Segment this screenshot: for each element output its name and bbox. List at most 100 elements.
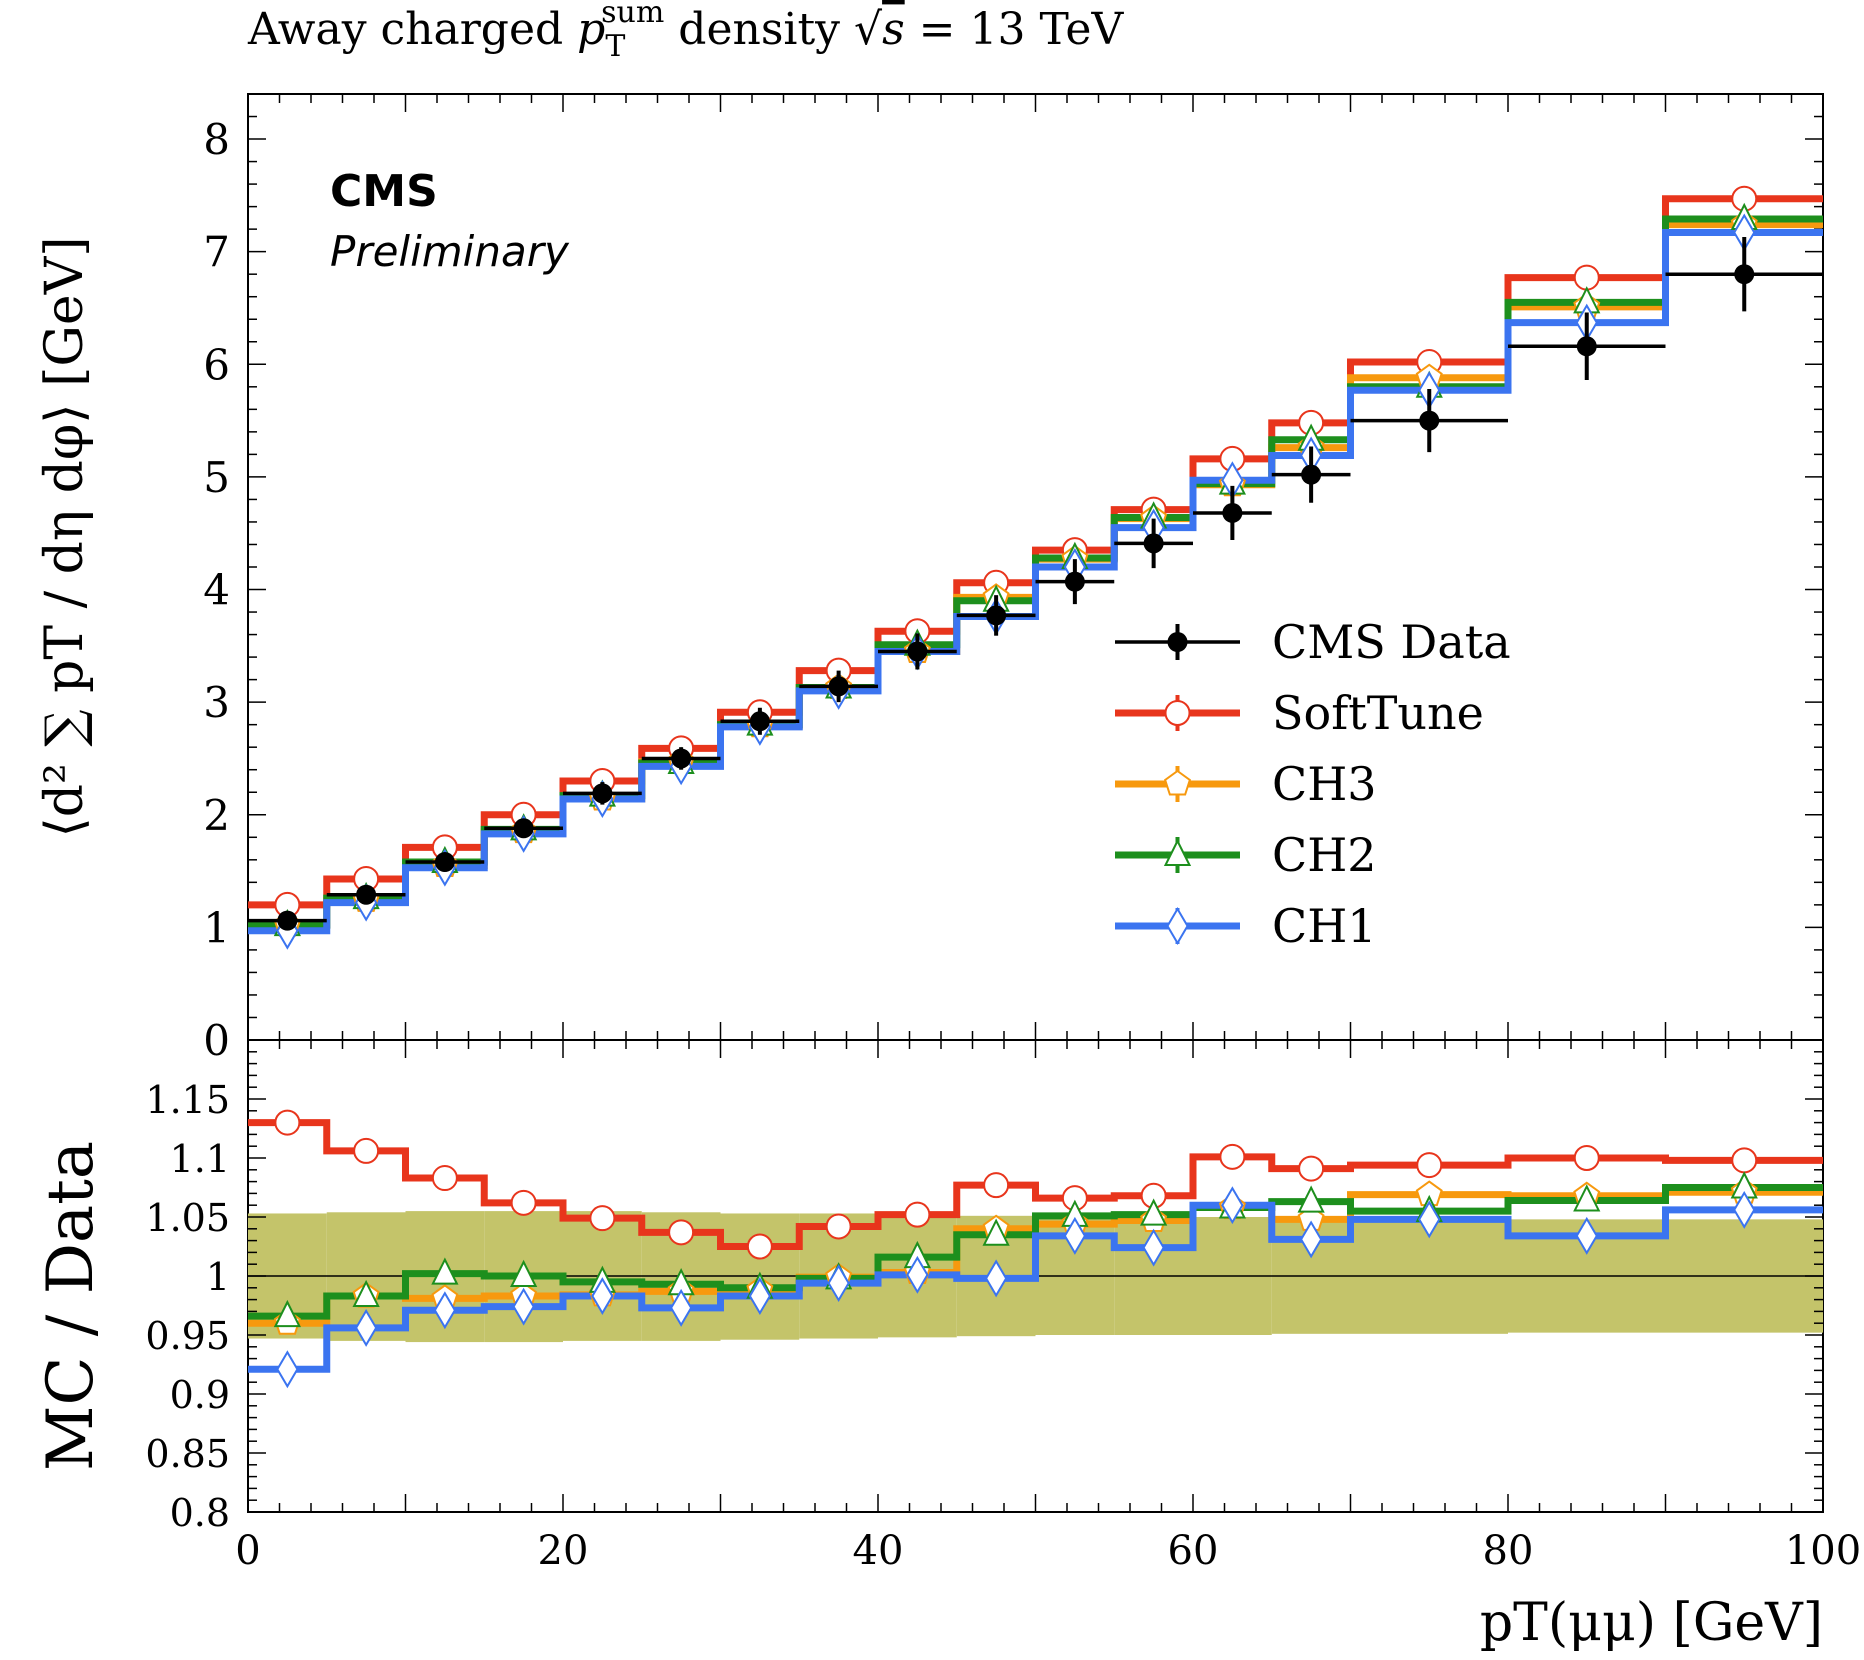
ch1-ratio-point xyxy=(827,1264,850,1303)
data-point xyxy=(434,852,455,873)
y-tick-label: 7 xyxy=(203,228,230,277)
data-point xyxy=(1064,571,1085,592)
legend-data-marker xyxy=(1167,632,1188,652)
y-tick-label: 4 xyxy=(203,566,230,615)
ch1-ratio-point xyxy=(1142,1228,1165,1267)
legend-softtune-marker xyxy=(1164,700,1191,726)
legend: CMS Data SoftTune CH3 CH2 CH1 xyxy=(1115,615,1511,953)
y-axis-label-main: ⟨d² ∑ pT / dη dφ⟩ [GeV] xyxy=(35,236,95,837)
main-panel: 0 1 2 3 4 5 6 7 8 CMS Preliminary xyxy=(203,93,1824,1065)
legend-softtune-label: SoftTune xyxy=(1272,686,1484,740)
data-point xyxy=(828,676,849,697)
title-s: s xyxy=(882,4,905,55)
legend-data-label: CMS Data xyxy=(1272,615,1511,669)
legend-ch2-marker xyxy=(1163,838,1192,866)
y-tick-label: 2 xyxy=(203,791,230,840)
softtune-point xyxy=(1573,264,1600,291)
data-point xyxy=(513,818,534,839)
ch2-ratio-point xyxy=(982,1218,1010,1246)
y-tick-label: 5 xyxy=(203,453,230,502)
chart-title: Away charged pTsum density √s = 13 TeV xyxy=(247,0,1124,64)
x-tick-label: 20 xyxy=(538,1528,589,1574)
ch1-ratio-point xyxy=(906,1255,929,1294)
ch2-ratio-point xyxy=(431,1257,459,1285)
ch2-ratio-point xyxy=(510,1259,538,1287)
ch2-ratio-point xyxy=(1297,1185,1325,1213)
x-tick-label: 0 xyxy=(235,1528,260,1574)
axis-labels: ⟨d² ∑ pT / dη dφ⟩ [GeV] MC / Data pT(μμ) [… xyxy=(34,236,1823,1653)
y-tick-label: 0 xyxy=(203,1016,230,1065)
softtune-ratio-point xyxy=(589,1205,616,1232)
ch1-ratio-point xyxy=(512,1287,535,1326)
ch1-ratio-point xyxy=(1299,1220,1323,1259)
data-point xyxy=(1143,533,1164,554)
softtune-ratio-point xyxy=(1219,1143,1246,1170)
ch2-ratio-point xyxy=(1140,1198,1168,1226)
title-text: Away charged pTsum density √s = 13 TeV xyxy=(247,0,1124,64)
ch2-ratio-point xyxy=(1573,1184,1601,1212)
x-tick-label: 40 xyxy=(853,1528,904,1574)
data-point xyxy=(907,641,928,662)
softtune-ratio-point xyxy=(353,1137,380,1164)
x-tick-label: 80 xyxy=(1483,1528,1534,1574)
softtune-ratio-point xyxy=(983,1172,1010,1199)
data-point xyxy=(749,711,770,732)
legend-ch2-label: CH2 xyxy=(1272,828,1377,882)
x-axis-label: pT(μμ) [GeV] xyxy=(1480,1593,1823,1653)
data-point xyxy=(1419,410,1440,431)
ch1-ratio-point xyxy=(1063,1216,1087,1255)
ratio-y-tick-label: 0.85 xyxy=(145,1432,230,1476)
data-point xyxy=(592,783,613,804)
x-tick-label: 100 xyxy=(1785,1528,1861,1574)
ch2-ratio-point xyxy=(273,1299,301,1328)
softtune-ratio-point xyxy=(1731,1147,1758,1174)
ratio-y-tick-label: 0.95 xyxy=(145,1314,230,1358)
softtune-ratio-point xyxy=(1298,1155,1325,1182)
title-sup: sum xyxy=(601,0,664,30)
ch1-ratio-point xyxy=(1418,1200,1441,1239)
ratio-y-tick-label: 1.15 xyxy=(145,1078,230,1122)
y-axis-label-ratio: MC / Data xyxy=(34,1141,108,1471)
data-point xyxy=(356,884,377,905)
title-sqrt: √ xyxy=(854,4,883,55)
data-point xyxy=(1734,264,1755,285)
data-point xyxy=(1222,502,1243,523)
ratio-panel: 0.8 0.85 0.9 0.95 1 1.05 1.1 1.15 0 20 40 60 80 100 xyxy=(145,1039,1861,1574)
ratio-y-tick-label: 1.1 xyxy=(170,1137,230,1181)
ch1-ratio-point xyxy=(1575,1216,1598,1255)
ch1-ratio-point xyxy=(669,1288,693,1327)
data-point xyxy=(277,910,298,931)
title-p: p xyxy=(577,4,605,55)
ch1-ratio-point xyxy=(591,1277,614,1316)
status-label: Preliminary xyxy=(330,227,570,276)
legend-ch1-marker xyxy=(1166,907,1189,945)
ch1-ratio-point xyxy=(1221,1186,1244,1225)
softtune-ratio-point xyxy=(1416,1152,1443,1179)
y-tick-label: 8 xyxy=(203,115,230,164)
title-eq: = 13 TeV xyxy=(905,4,1125,55)
ratio-y-tick-label: 0.8 xyxy=(170,1491,230,1535)
softtune-ratio-point xyxy=(274,1109,301,1136)
softtune-ratio-point xyxy=(904,1201,931,1228)
ch1-ratio-point xyxy=(984,1259,1008,1298)
y-tick-label: 6 xyxy=(203,340,230,389)
title-mid: density xyxy=(664,4,854,55)
ch1-ratio-point xyxy=(748,1277,772,1316)
experiment-label: CMS xyxy=(330,166,438,217)
ch1-ratio-point xyxy=(1733,1190,1756,1229)
data-point xyxy=(1576,336,1597,357)
legend-ch3-label: CH3 xyxy=(1272,757,1377,811)
data-point xyxy=(1301,464,1322,485)
ch2-ratio-point xyxy=(352,1279,380,1308)
softtune-ratio-point xyxy=(1573,1145,1600,1171)
softtune-ratio-point xyxy=(746,1233,773,1260)
legend-ch1-label: CH1 xyxy=(1272,899,1377,953)
title-prefix: Away charged xyxy=(247,4,577,55)
ch1-ratio-point xyxy=(276,1350,299,1389)
ratio-y-tick-label: 1 xyxy=(206,1255,230,1299)
ratio-y-tick-label: 1.05 xyxy=(145,1196,230,1240)
y-tick-label: 1 xyxy=(203,903,230,952)
ratio-y-tick-label: 0.9 xyxy=(170,1373,230,1417)
ch1-ratio-point xyxy=(354,1308,378,1347)
